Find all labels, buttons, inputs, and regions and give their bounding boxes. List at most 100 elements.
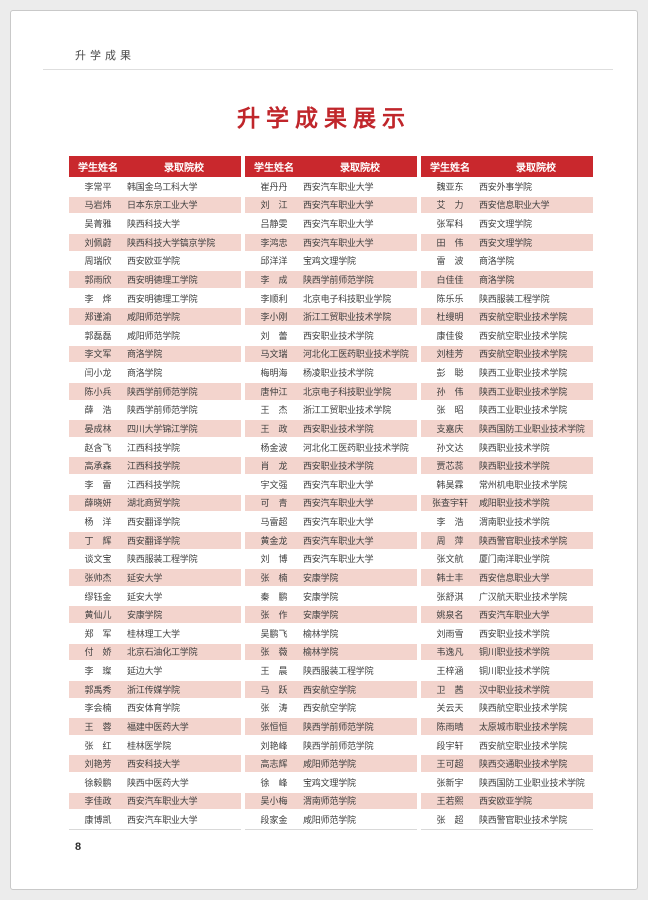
table-row: 黄仙儿 安康学院 bbox=[69, 605, 241, 624]
student-name-cell: 王 政 bbox=[260, 423, 288, 434]
school-column-header: 录取院校 bbox=[516, 163, 556, 174]
school-cell: 杨凌职业技术学院 bbox=[303, 368, 374, 379]
student-name-cell: 丁 辉 bbox=[84, 535, 112, 546]
student-name-cell: 王梓涵 bbox=[436, 666, 464, 677]
school-cell: 浙江工贸职业技术学院 bbox=[303, 405, 392, 416]
school-cell: 浙江工贸职业技术学院 bbox=[303, 312, 392, 323]
name-column-header: 学生姓名 bbox=[430, 163, 470, 174]
table-row: 韩昊霖 常州机电职业技术学院 bbox=[421, 475, 593, 494]
student-name-cell: 张 薇 bbox=[260, 647, 288, 658]
student-name-cell: 薛 浩 bbox=[84, 405, 112, 416]
table-row: 宇文强 西安汽车职业大学 bbox=[245, 475, 417, 494]
student-name-cell: 徐 峰 bbox=[260, 777, 288, 788]
school-cell: 陕西交通职业技术学院 bbox=[479, 759, 568, 770]
student-name-cell: 韦逸凡 bbox=[436, 647, 464, 658]
student-name-cell: 杜缦明 bbox=[436, 312, 464, 323]
table-row: 肖 龙 西安职业技术学院 bbox=[245, 456, 417, 475]
table-row: 姚泉名 西安汽车职业大学 bbox=[421, 605, 593, 624]
table-row: 王若熙 西安欧亚学院 bbox=[421, 791, 593, 811]
school-cell: 西安汽车职业大学 bbox=[303, 181, 374, 192]
table-row: 张舒淇 广汉航天职业技术学院 bbox=[421, 587, 593, 606]
table-row: 李 雷 江西科技学院 bbox=[69, 475, 241, 494]
student-name-cell: 张 涛 bbox=[260, 703, 288, 714]
school-cell: 西安明德理工学院 bbox=[127, 293, 198, 304]
student-name-cell: 魏亚东 bbox=[436, 181, 464, 192]
student-name-cell: 李 烨 bbox=[84, 293, 112, 304]
school-cell: 陕西服装工程学院 bbox=[479, 293, 550, 304]
school-cell: 陕西警官职业技术学院 bbox=[479, 535, 568, 546]
school-cell: 浙江传媒学院 bbox=[127, 684, 180, 695]
student-name-cell: 王 蓉 bbox=[84, 721, 112, 732]
school-cell: 福建中医药大学 bbox=[127, 721, 189, 732]
table-row: 贾芯蕊 陕西职业技术学院 bbox=[421, 456, 593, 475]
student-name-cell: 秦 鹏 bbox=[260, 591, 288, 602]
student-name-cell: 肖 龙 bbox=[260, 461, 288, 472]
school-cell: 咸阳职业技术学院 bbox=[479, 498, 550, 509]
table-row: 马 跃 西安航空学院 bbox=[245, 679, 417, 699]
school-cell: 陕西职业技术学院 bbox=[479, 461, 550, 472]
school-cell: 陕西服装工程学院 bbox=[127, 554, 198, 565]
student-name-cell: 黄金龙 bbox=[260, 535, 288, 546]
table-row: 王 政 西安职业技术学院 bbox=[245, 419, 417, 438]
table-row: 高承森 江西科技学院 bbox=[69, 456, 241, 475]
table-row: 邱洋洋 宝鸡文理学院 bbox=[245, 252, 417, 271]
school-cell: 西安职业技术学院 bbox=[303, 423, 374, 434]
student-name-cell: 郭雨欣 bbox=[84, 274, 112, 285]
table-row: 雷 波 商洛学院 bbox=[421, 252, 593, 271]
table-row: 秦 鹏 安康学院 bbox=[245, 587, 417, 606]
student-name-cell: 张文航 bbox=[436, 554, 464, 565]
school-cell: 陕西科技大学镐京学院 bbox=[127, 237, 216, 248]
table-row: 徐 峰 宝鸡文理学院 bbox=[245, 773, 417, 792]
school-cell: 延安大学 bbox=[127, 572, 163, 583]
student-name-cell: 邱洋洋 bbox=[260, 256, 288, 267]
student-name-cell: 付 娇 bbox=[84, 647, 112, 658]
student-name-cell: 崔丹丹 bbox=[260, 181, 288, 192]
student-name-cell: 郭禹秀 bbox=[84, 684, 112, 695]
table-row: 张文航 厦门南洋职业学院 bbox=[421, 550, 593, 569]
table-row: 孙文达 陕西职业技术学院 bbox=[421, 438, 593, 457]
table-row: 康佳俊 西安航空职业技术学院 bbox=[421, 326, 593, 345]
table-row: 徐毅鹏 陕西中医药大学 bbox=[69, 773, 241, 792]
name-column-header: 学生姓名 bbox=[254, 163, 294, 174]
school-cell: 延安大学 bbox=[127, 591, 163, 602]
student-name-cell: 王 杰 bbox=[260, 405, 288, 416]
school-cell: 陕西学前师范学院 bbox=[303, 274, 374, 285]
school-cell: 陕西学前师范学院 bbox=[303, 740, 374, 751]
table-row: 张 作 安康学院 bbox=[245, 605, 417, 624]
student-name-cell: 支嘉庆 bbox=[436, 423, 464, 434]
table-row: 艾 力 西安信息职业大学 bbox=[421, 195, 593, 215]
school-cell: 太原城市职业技术学院 bbox=[479, 721, 568, 732]
table-header-row: 学生姓名 录取院校 bbox=[245, 156, 417, 177]
school-cell: 安康学院 bbox=[303, 591, 339, 602]
table-row: 王 杰 浙江工贸职业技术学院 bbox=[245, 401, 417, 420]
school-cell: 西安明德理工学院 bbox=[127, 274, 198, 285]
table-row: 闫小龙 商洛学院 bbox=[69, 363, 241, 382]
table-row: 刘佩蔚 陕西科技大学镐京学院 bbox=[69, 232, 241, 252]
table-row: 张军科 西安文理学院 bbox=[421, 214, 593, 233]
student-name-cell: 刘艳峰 bbox=[260, 740, 288, 751]
student-name-cell: 张舒淇 bbox=[436, 591, 464, 602]
school-cell: 北京电子科技职业学院 bbox=[303, 293, 392, 304]
school-cell: 韩国金乌工科大学 bbox=[127, 181, 198, 192]
table-header-row: 学生姓名 录取院校 bbox=[421, 156, 593, 177]
school-cell: 桂林理工大学 bbox=[127, 628, 180, 639]
school-cell: 厦门南洋职业学院 bbox=[479, 554, 550, 565]
school-cell: 宝鸡文理学院 bbox=[303, 256, 356, 267]
student-name-cell: 张查宇轩 bbox=[431, 498, 468, 509]
document-page: 升学成果 升学成果展示 学生姓名 录取院校 李常平 韩国金乌工科大学 马岩炜 日本东京工业… bbox=[10, 10, 638, 890]
table-row: 白佳佳 商洛学院 bbox=[421, 270, 593, 289]
table-row: 卫 茜 汉中职业技术学院 bbox=[421, 679, 593, 699]
student-name-cell: 刘 江 bbox=[260, 200, 288, 211]
school-cell: 西安汽车职业大学 bbox=[127, 796, 198, 807]
table-row: 晏成林 四川大学锦江学院 bbox=[69, 419, 241, 438]
page-number: 8 bbox=[75, 841, 82, 853]
student-name-cell: 张恒恒 bbox=[260, 721, 288, 732]
school-cell: 北京电子科技职业学院 bbox=[303, 386, 392, 397]
school-cell: 西安汽车职业大学 bbox=[303, 517, 374, 528]
table-row: 谈文宝 陕西服装工程学院 bbox=[69, 550, 241, 569]
school-cell: 咸阳师范学院 bbox=[127, 312, 180, 323]
student-name-cell: 闫小龙 bbox=[84, 368, 112, 379]
student-name-cell: 高承森 bbox=[84, 461, 112, 472]
student-name-cell: 张新宇 bbox=[436, 777, 464, 788]
student-name-cell: 梅明海 bbox=[260, 368, 288, 379]
